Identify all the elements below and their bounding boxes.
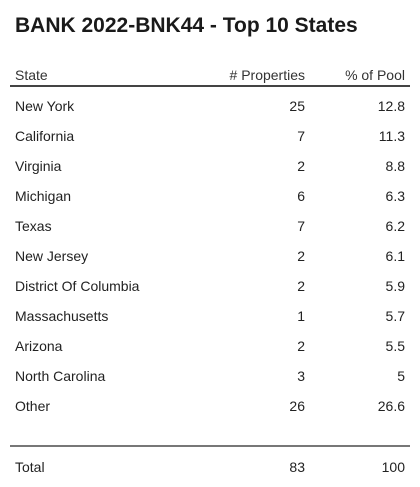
column-header-pool: % of Pool bbox=[345, 67, 405, 83]
state-cell: California bbox=[15, 128, 75, 144]
table-row: Massachusetts 1 5.7 bbox=[15, 306, 410, 326]
total-divider bbox=[10, 445, 410, 447]
state-cell: Texas bbox=[15, 218, 52, 234]
state-cell: New York bbox=[15, 98, 75, 114]
column-header-properties: # Properties bbox=[229, 67, 305, 83]
pool-cell: 12.8 bbox=[377, 98, 405, 114]
table-row: California 7 11.3 bbox=[15, 126, 410, 146]
properties-cell: 1 bbox=[297, 308, 305, 324]
pool-cell: 8.8 bbox=[385, 158, 405, 174]
state-cell: Michigan bbox=[15, 188, 72, 204]
table-header: State # Properties % of Pool bbox=[15, 67, 410, 85]
properties-cell: 7 bbox=[297, 218, 305, 234]
properties-cell: 3 bbox=[297, 368, 305, 384]
table-row: New Jersey 2 6.1 bbox=[15, 246, 410, 266]
total-row: Total 83 100 bbox=[15, 457, 410, 477]
state-cell: Virginia bbox=[15, 158, 62, 174]
table-row: New York 25 12.8 bbox=[15, 96, 410, 116]
pool-cell: 26.6 bbox=[377, 398, 405, 414]
properties-cell: 2 bbox=[297, 278, 305, 294]
column-header-state: State bbox=[15, 67, 48, 83]
table-row: Virginia 2 8.8 bbox=[15, 156, 410, 176]
total-label: Total bbox=[15, 459, 45, 475]
table-title: BANK 2022-BNK44 - Top 10 States bbox=[15, 14, 358, 37]
table-row: Michigan 6 6.3 bbox=[15, 186, 410, 206]
pool-cell: 5.5 bbox=[385, 338, 405, 354]
properties-cell: 2 bbox=[297, 158, 305, 174]
state-cell: Massachusetts bbox=[15, 308, 109, 324]
properties-cell: 26 bbox=[289, 398, 305, 414]
pool-cell: 6.3 bbox=[385, 188, 405, 204]
state-cell: North Carolina bbox=[15, 368, 106, 384]
pool-cell: 11.3 bbox=[378, 128, 405, 144]
properties-cell: 2 bbox=[297, 338, 305, 354]
pool-cell: 5.9 bbox=[385, 278, 405, 294]
properties-cell: 6 bbox=[297, 188, 305, 204]
properties-cell: 2 bbox=[297, 248, 305, 264]
table-row: Arizona 2 5.5 bbox=[15, 336, 410, 356]
total-properties: 83 bbox=[289, 459, 305, 475]
properties-cell: 7 bbox=[297, 128, 305, 144]
state-cell: Arizona bbox=[15, 338, 63, 354]
pool-cell: 6.1 bbox=[385, 248, 405, 264]
header-divider bbox=[10, 85, 410, 87]
table-row: District Of Columbia 2 5.9 bbox=[15, 276, 410, 296]
pool-cell: 6.2 bbox=[385, 218, 405, 234]
state-cell: District Of Columbia bbox=[15, 278, 140, 294]
properties-cell: 25 bbox=[289, 98, 305, 114]
table-row: Texas 7 6.2 bbox=[15, 216, 410, 236]
table-row: North Carolina 3 5 bbox=[15, 366, 410, 386]
pool-cell: 5.7 bbox=[385, 308, 405, 324]
total-pool: 100 bbox=[381, 459, 405, 475]
pool-cell: 5 bbox=[397, 368, 405, 384]
state-cell: New Jersey bbox=[15, 248, 89, 264]
table-row: Other 26 26.6 bbox=[15, 396, 410, 416]
state-cell: Other bbox=[15, 398, 51, 414]
